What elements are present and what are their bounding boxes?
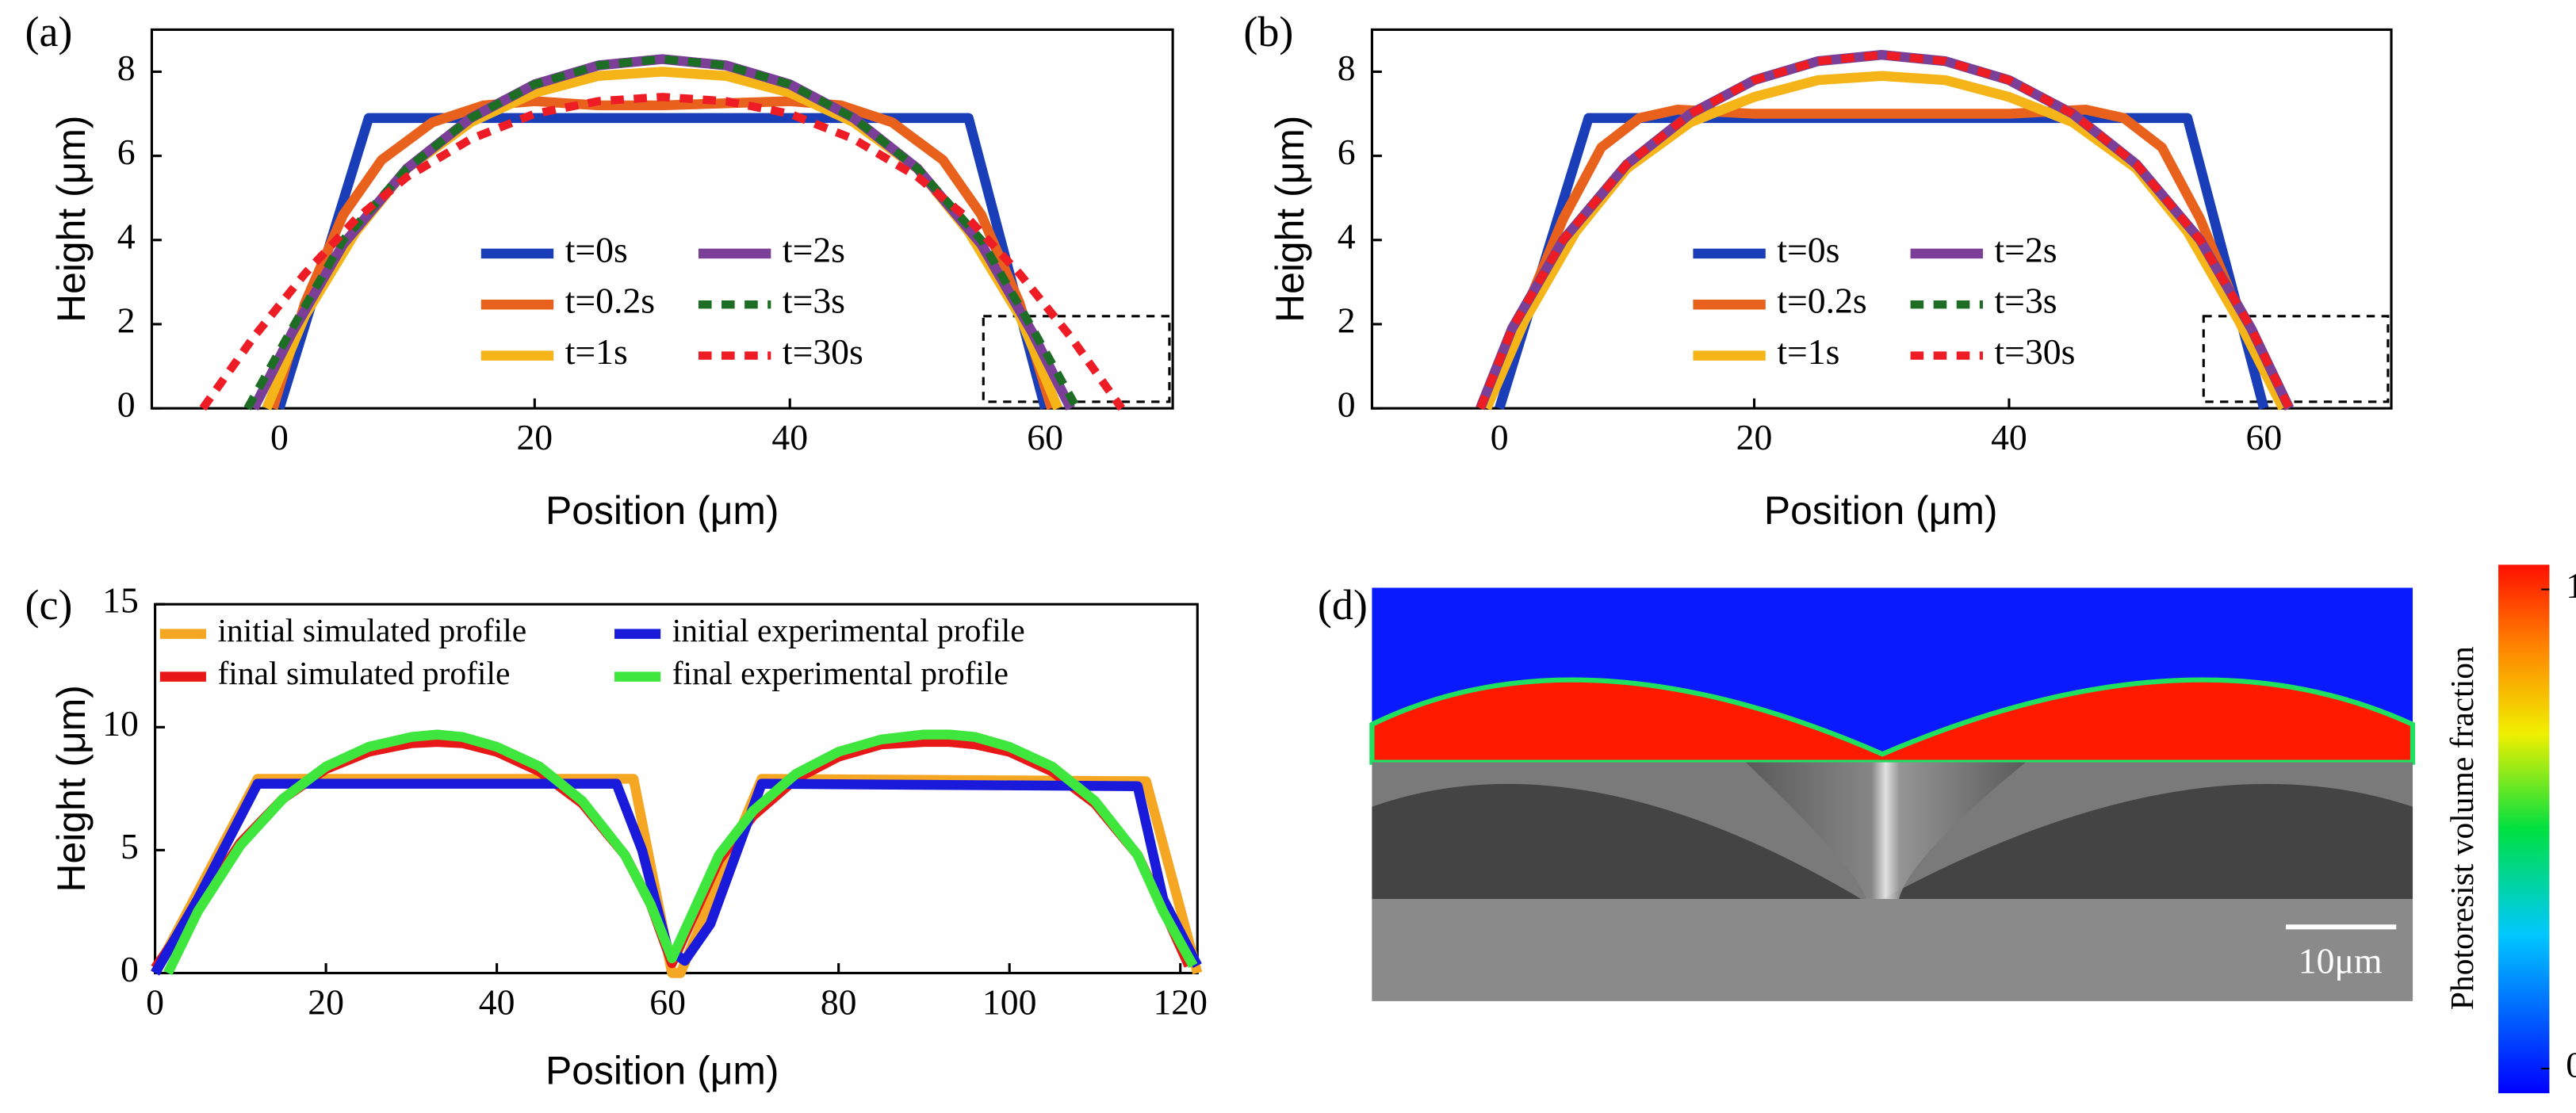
legend-label: t=1s [1777, 331, 1839, 372]
panel-label: (d) [1318, 581, 1368, 629]
sem-substrate [1372, 899, 2413, 1001]
legend-label: initial experimental profile [672, 612, 1025, 648]
sem-highlight [1745, 762, 2026, 899]
x-tick-label: 40 [771, 417, 808, 457]
zoom-box [982, 315, 1171, 404]
x-tick-label: 60 [649, 981, 686, 1022]
legend-label: t=30s [1994, 331, 2075, 372]
x-axis-label: Position (μm) [545, 1048, 779, 1092]
legend-label: final simulated profile [217, 655, 510, 691]
x-tick-label: 100 [982, 981, 1037, 1022]
colorbar-tick-label: 1 [2566, 565, 2576, 606]
y-tick-label: 0 [117, 384, 136, 425]
legend-label: t=30s [783, 331, 863, 372]
series-line [163, 729, 1198, 976]
x-tick-label: 40 [1991, 417, 2027, 457]
legend-label: t=3s [783, 281, 845, 321]
panel-label: (a) [25, 8, 73, 55]
legend-label: t=2s [1994, 229, 2057, 270]
colorbar [2498, 564, 2550, 1094]
x-tick-label: 0 [1491, 417, 1509, 457]
colorbar-label: Photoresist volume fraction [2444, 646, 2480, 1010]
y-tick-label: 8 [117, 48, 136, 88]
series-line [1476, 51, 2294, 411]
legend-label: t=3s [1994, 281, 2057, 321]
series-line [1476, 51, 2294, 411]
zoom-box [2202, 315, 2390, 404]
y-tick-label: 5 [121, 826, 139, 866]
y-tick-label: 8 [1338, 48, 1356, 88]
y-tick-label: 6 [1338, 132, 1356, 172]
x-tick-label: 0 [146, 981, 164, 1022]
legend-label: t=2s [783, 229, 845, 270]
y-tick-label: 2 [1338, 300, 1356, 340]
y-axis-label: Height (μm) [49, 116, 94, 323]
x-axis-label: Position (μm) [545, 488, 779, 533]
legend-label: t=0.2s [565, 281, 655, 321]
colorbar-tick-label: 0 [2566, 1044, 2576, 1084]
y-axis-label: Height (μm) [49, 685, 94, 892]
image-panel: 10μm Photoresist volume fraction (d) [1318, 564, 2550, 1094]
series-line [1482, 105, 2294, 411]
y-tick-label: 4 [1338, 216, 1356, 256]
legend-label: t=0s [565, 229, 628, 270]
x-tick-label: 40 [479, 981, 515, 1022]
x-tick-label: 60 [1027, 417, 1063, 457]
x-tick-label: 120 [1153, 981, 1208, 1022]
plot-frame [1370, 28, 2393, 410]
legend-label: t=0.2s [1777, 281, 1866, 321]
plot-frame [150, 28, 1174, 410]
legend-label: t=1s [565, 331, 628, 372]
x-tick-label: 20 [308, 981, 344, 1022]
y-tick-label: 0 [1338, 384, 1356, 425]
panel-label: (b) [1243, 8, 1293, 55]
x-tick-label: 20 [516, 417, 553, 457]
y-tick-label: 15 [102, 580, 139, 621]
legend-label: t=0s [1777, 229, 1839, 270]
x-tick-label: 80 [821, 981, 857, 1022]
series-line [243, 55, 1081, 411]
simulation-domes [1369, 677, 2416, 765]
series-line [249, 54, 1075, 411]
y-tick-label: 6 [117, 132, 136, 172]
y-tick-label: 10 [102, 703, 139, 744]
y-tick-label: 0 [121, 949, 139, 989]
series-line [1476, 49, 2295, 411]
y-axis-label: Height (μm) [1268, 116, 1312, 323]
series-line [199, 93, 1125, 411]
legend-label: final experimental profile [672, 655, 1009, 691]
scale-bar-label: 10μm [2298, 941, 2383, 981]
x-axis-label: Position (μm) [1764, 488, 1998, 533]
series-line [268, 96, 1057, 410]
x-tick-label: 0 [270, 417, 289, 457]
x-tick-label: 60 [2245, 417, 2282, 457]
series-line [1495, 113, 2269, 410]
panel-label: (c) [25, 581, 73, 629]
y-tick-label: 2 [117, 300, 136, 340]
series-line [274, 113, 1051, 410]
series-line [1482, 71, 2288, 411]
sem-domes [1372, 783, 2413, 899]
y-tick-label: 4 [117, 216, 136, 256]
legend-label: initial simulated profile [217, 612, 526, 648]
x-tick-label: 20 [1736, 417, 1773, 457]
